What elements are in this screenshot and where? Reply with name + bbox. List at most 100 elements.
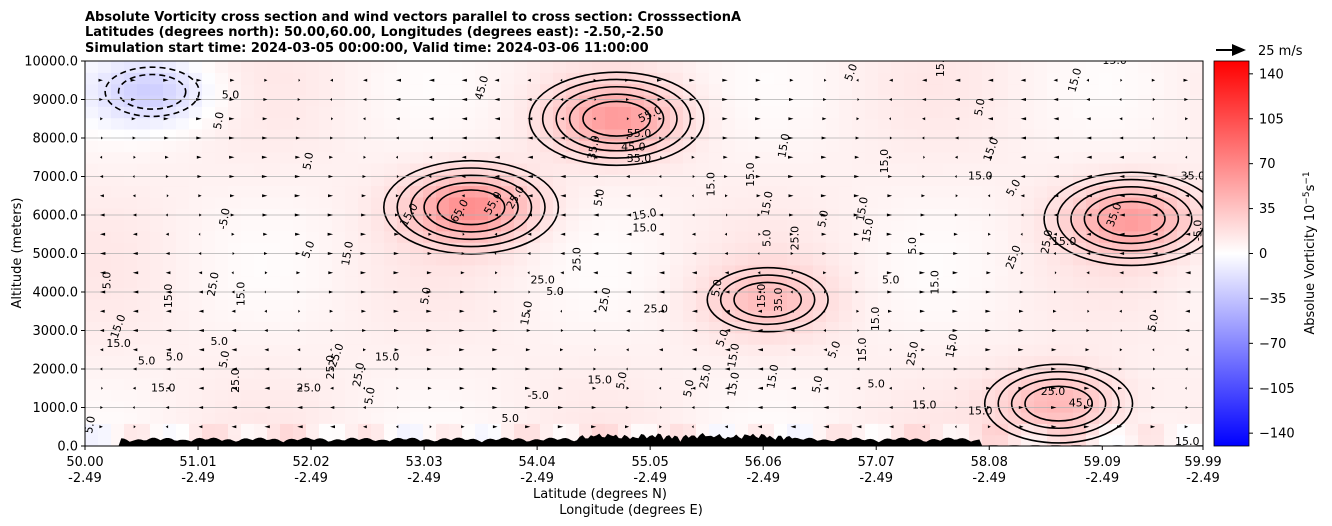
vorticity-cell bbox=[254, 162, 268, 175]
vorticity-cell bbox=[254, 344, 268, 356]
vorticity-cell bbox=[98, 389, 112, 402]
vorticity-cell bbox=[1190, 117, 1203, 130]
wind-vector bbox=[789, 232, 794, 236]
wind-vector bbox=[823, 425, 829, 429]
wind-vector bbox=[920, 213, 925, 217]
vorticity-cell bbox=[592, 95, 606, 107]
vorticity-cell bbox=[1177, 321, 1191, 334]
vorticity-cell bbox=[1021, 434, 1035, 446]
vorticity-cell bbox=[748, 264, 762, 277]
vorticity-cell bbox=[748, 366, 762, 379]
vorticity-cell bbox=[436, 230, 450, 243]
vorticity-cell bbox=[930, 61, 944, 73]
vorticity-cell bbox=[748, 389, 762, 402]
vorticity-cell bbox=[1034, 298, 1048, 311]
vorticity-cell bbox=[514, 423, 528, 436]
wind-vector bbox=[1119, 175, 1125, 178]
vorticity-cell bbox=[98, 253, 112, 266]
vorticity-cell bbox=[865, 83, 879, 96]
vorticity-cell bbox=[696, 72, 710, 85]
vorticity-cell bbox=[488, 219, 502, 232]
vorticity-cell bbox=[943, 208, 957, 221]
wind-vector bbox=[360, 232, 366, 236]
vorticity-cell bbox=[189, 242, 203, 255]
vorticity-cell bbox=[527, 106, 541, 119]
wind-vector bbox=[527, 194, 533, 198]
vorticity-cell bbox=[1047, 242, 1061, 255]
wind-vector bbox=[1053, 309, 1057, 313]
vorticity-cell bbox=[852, 219, 866, 232]
vorticity-cell bbox=[1086, 389, 1100, 402]
vorticity-cell bbox=[878, 117, 892, 130]
vorticity-cell bbox=[137, 196, 151, 209]
vorticity-cell bbox=[735, 196, 749, 209]
contour-label: 15.0 bbox=[631, 206, 657, 223]
vorticity-cell bbox=[787, 208, 801, 221]
vorticity-cell bbox=[631, 423, 645, 436]
vorticity-cell bbox=[98, 287, 112, 300]
vorticity-cell bbox=[280, 264, 294, 277]
vorticity-cell bbox=[215, 61, 229, 73]
vorticity-cell bbox=[85, 72, 99, 85]
vorticity-cell bbox=[501, 196, 515, 209]
contour-label: 45.0 bbox=[621, 141, 646, 154]
wind-vector bbox=[788, 136, 794, 140]
wind-vector bbox=[525, 367, 531, 371]
wind-vector bbox=[1020, 117, 1027, 121]
wind-vector bbox=[393, 271, 399, 275]
wind-vector bbox=[790, 309, 794, 313]
vorticity-cell bbox=[358, 162, 372, 175]
wind-vector bbox=[755, 136, 761, 140]
vorticity-cell bbox=[566, 185, 580, 198]
vorticity-cell bbox=[579, 117, 593, 130]
vorticity-cell bbox=[241, 196, 255, 209]
vorticity-cell bbox=[98, 412, 112, 424]
vorticity-cell bbox=[800, 332, 814, 345]
wind-vector bbox=[459, 329, 465, 332]
wind-vector bbox=[560, 194, 566, 198]
wind-vector bbox=[1020, 232, 1023, 236]
vorticity-cell bbox=[709, 196, 723, 209]
vorticity-cell bbox=[644, 332, 658, 345]
wind-vector bbox=[328, 290, 334, 294]
vorticity-cell bbox=[618, 253, 632, 266]
wind-vector bbox=[1020, 194, 1025, 198]
vorticity-cell bbox=[787, 355, 801, 368]
vorticity-cell bbox=[800, 412, 814, 424]
vorticity-cell bbox=[124, 264, 138, 277]
vorticity-cell bbox=[670, 310, 684, 322]
vorticity-cell bbox=[98, 151, 112, 164]
vorticity-cell bbox=[735, 174, 749, 187]
wind-vector bbox=[100, 406, 103, 409]
vorticity-cell bbox=[904, 162, 918, 175]
vorticity-cell bbox=[1151, 332, 1165, 345]
vorticity-cell bbox=[358, 310, 372, 322]
y-axis: 0.01000.02000.03000.04000.05000.06000.07… bbox=[24, 55, 85, 455]
vorticity-cell bbox=[267, 140, 281, 153]
contour-label: 15.0 bbox=[1052, 235, 1077, 248]
vorticity-cell bbox=[1125, 140, 1139, 153]
wind-vector bbox=[231, 348, 237, 352]
vorticity-cell bbox=[345, 196, 359, 209]
wind-vector bbox=[395, 367, 399, 371]
vorticity-cell bbox=[722, 276, 736, 288]
vorticity-cell bbox=[267, 378, 281, 390]
vorticity-cell bbox=[774, 230, 788, 243]
vorticity-cell bbox=[514, 83, 528, 96]
vorticity-cell bbox=[241, 389, 255, 402]
vorticity-cell bbox=[1060, 208, 1074, 221]
vorticity-cell bbox=[813, 389, 827, 402]
vorticity-cell bbox=[475, 344, 489, 356]
vorticity-cell bbox=[98, 321, 112, 334]
contour-label: 25.0 bbox=[904, 340, 921, 366]
vorticity-cell bbox=[813, 332, 827, 345]
vorticity-cell bbox=[969, 298, 983, 311]
x-axis: 50.00-2.4951.01-2.4952.02-2.4953.03-2.49… bbox=[66, 446, 1222, 486]
vorticity-cell bbox=[215, 242, 229, 255]
vorticity-cell bbox=[449, 196, 463, 209]
vorticity-cell bbox=[462, 423, 476, 436]
vorticity-cell bbox=[748, 72, 762, 85]
vorticity-cell bbox=[501, 242, 515, 255]
wind-vector bbox=[1152, 252, 1158, 255]
vorticity-cell bbox=[982, 423, 996, 436]
